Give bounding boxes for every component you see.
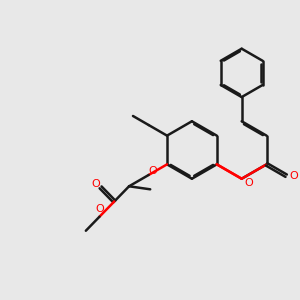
Text: O: O xyxy=(92,178,100,189)
Text: O: O xyxy=(148,166,157,176)
Text: O: O xyxy=(245,178,254,188)
Text: O: O xyxy=(289,171,298,181)
Text: O: O xyxy=(96,204,104,214)
